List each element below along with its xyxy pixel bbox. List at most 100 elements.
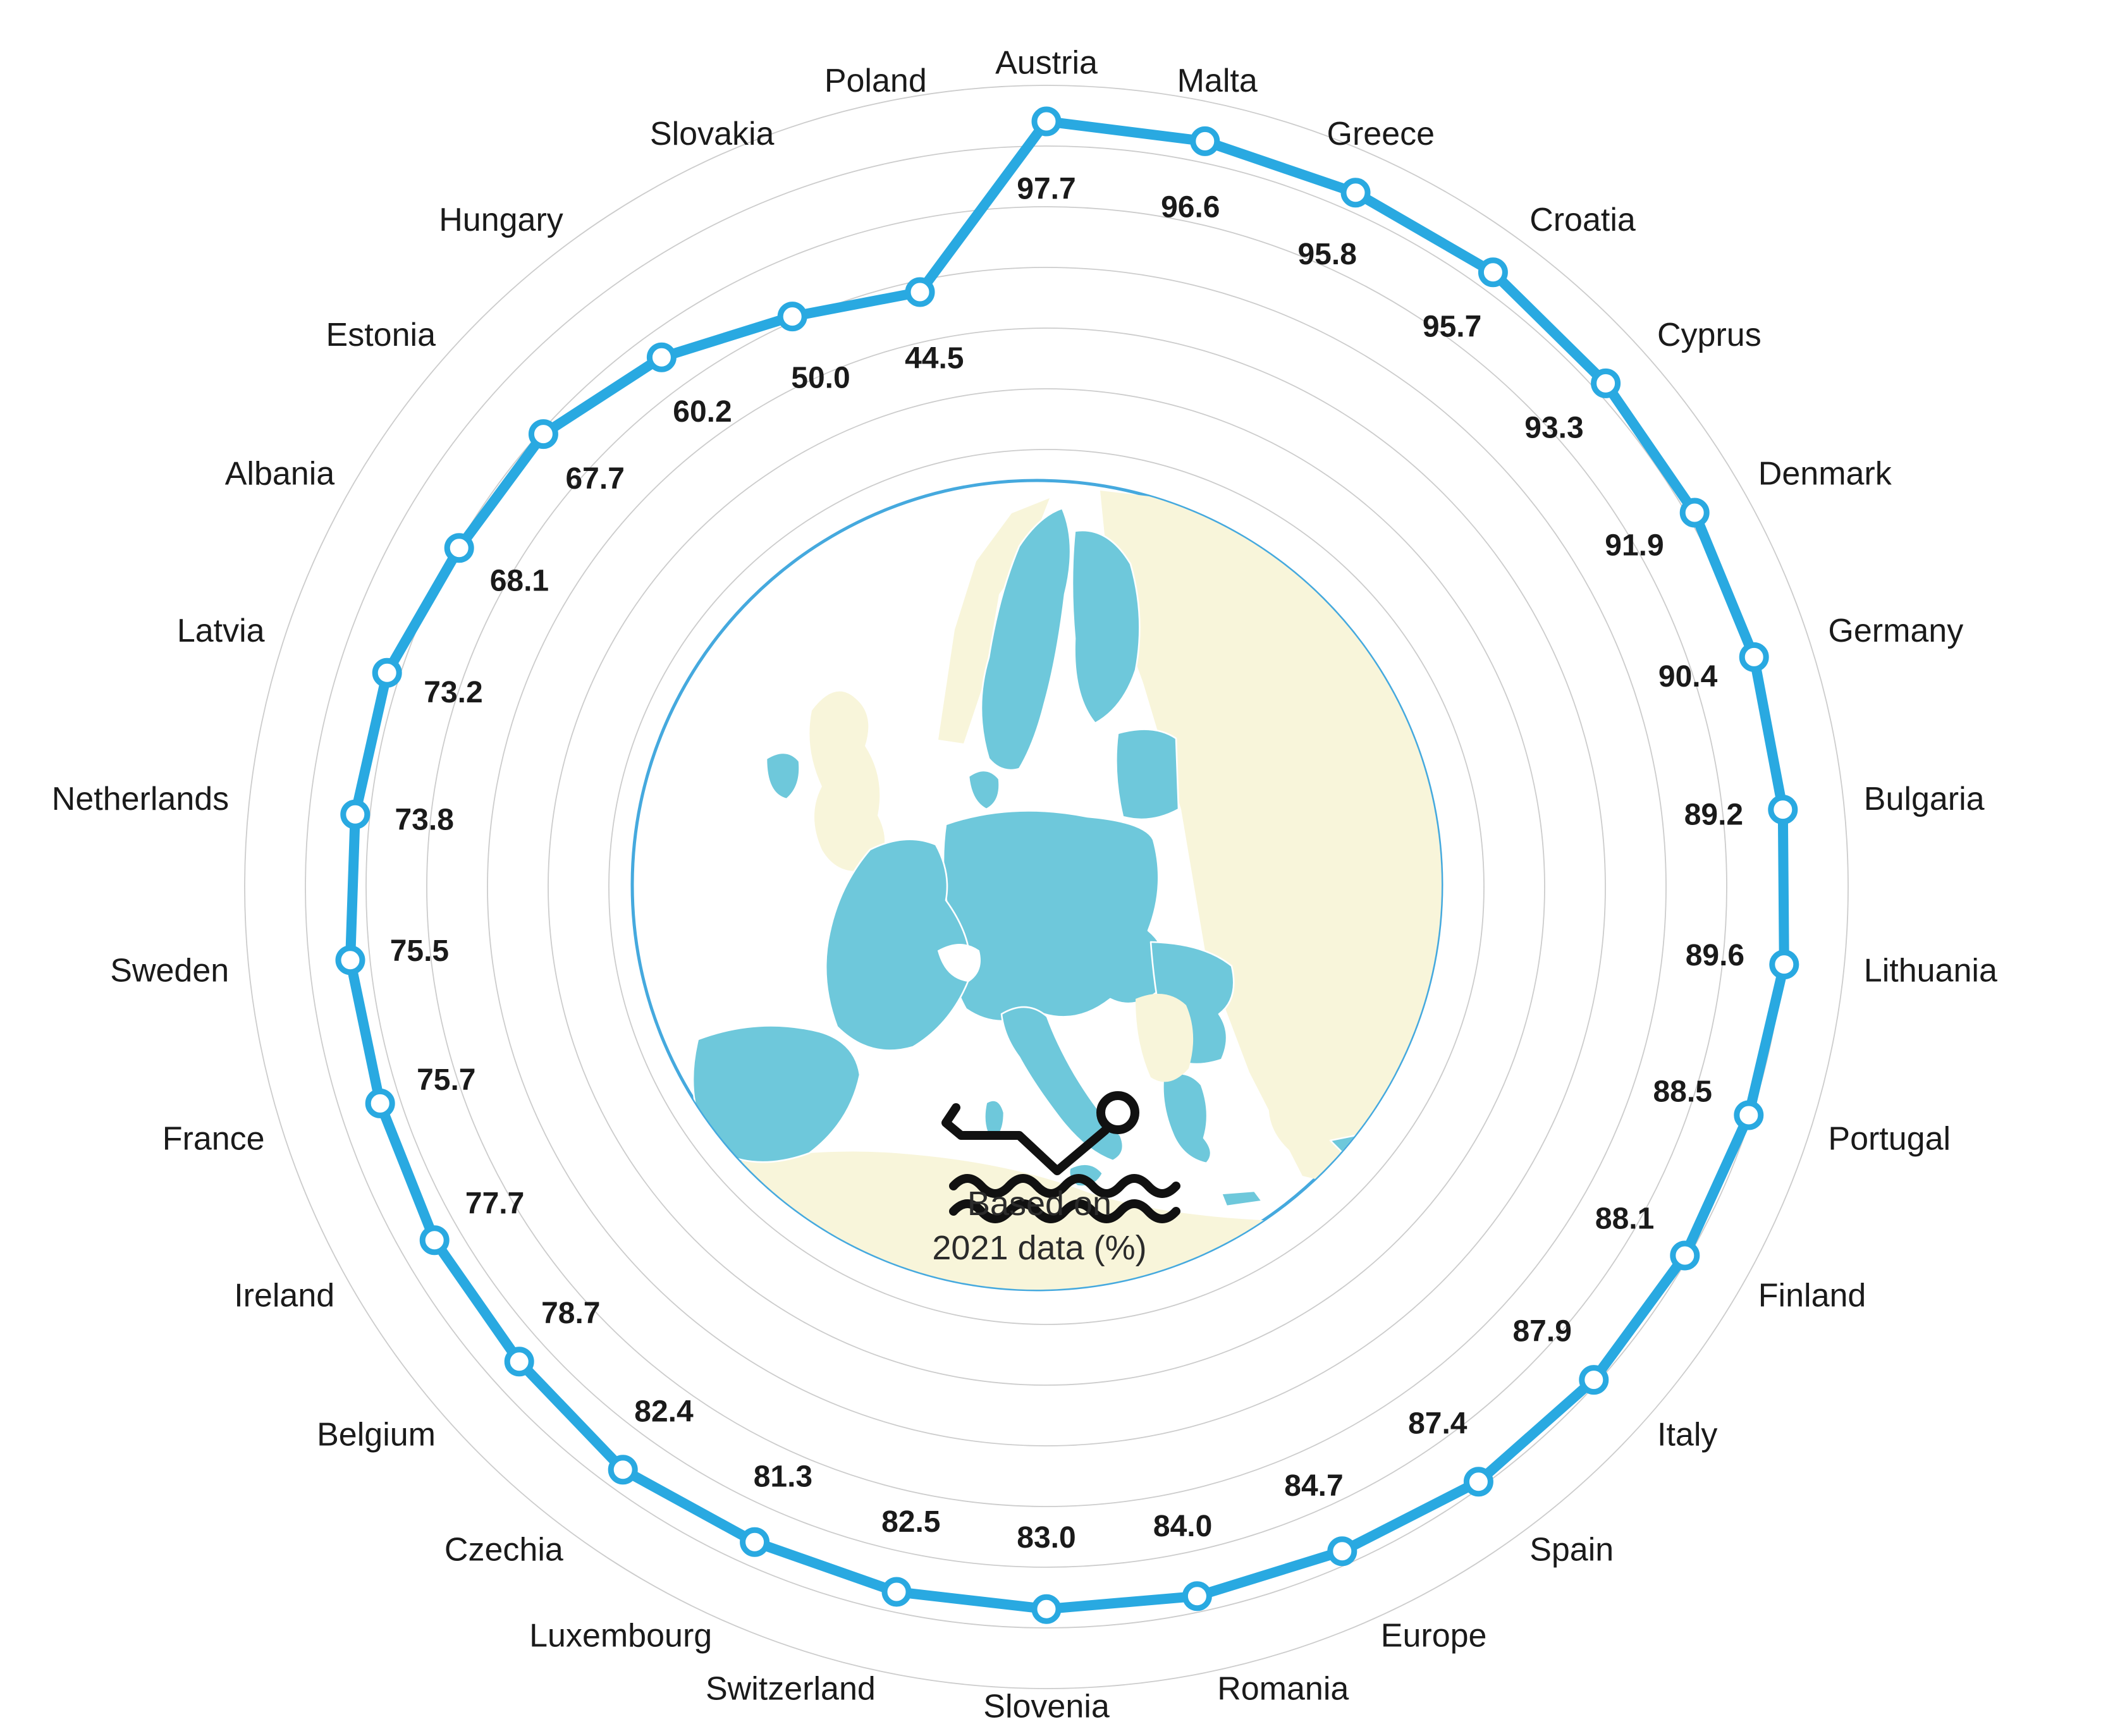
caption-line-1: Based on xyxy=(967,1185,1112,1223)
value-label: 87.9 xyxy=(1512,1315,1571,1348)
value-label: 78.7 xyxy=(541,1297,600,1330)
land-uk xyxy=(809,691,885,871)
country-label: Denmark xyxy=(1758,456,1892,492)
value-label: 44.5 xyxy=(905,341,964,375)
value-label: 67.7 xyxy=(565,462,624,496)
value-label: 88.1 xyxy=(1595,1202,1654,1236)
data-point-spain xyxy=(1463,1467,1493,1497)
value-label: 87.4 xyxy=(1408,1407,1468,1440)
chart-labels: 97.7 Austria 96.6 Malta 95.8 Greece 95.7 Croati… xyxy=(52,45,1997,1725)
island-crete xyxy=(1220,1190,1263,1207)
value-label: 73.2 xyxy=(424,676,482,709)
country-label: Greece xyxy=(1327,116,1435,152)
data-point-czechia xyxy=(608,1455,638,1485)
country-label: Portugal xyxy=(1828,1121,1951,1158)
country-label: Estonia xyxy=(326,317,436,353)
value-label: 77.7 xyxy=(465,1187,524,1220)
value-label: 82.5 xyxy=(881,1505,940,1539)
country-label: Poland xyxy=(824,63,927,99)
country-label: Lithuania xyxy=(1864,953,1997,989)
data-point-albania xyxy=(444,533,474,563)
data-point-netherlands xyxy=(340,799,371,829)
country-label: Bulgaria xyxy=(1864,781,1985,817)
country-ireland xyxy=(765,752,800,800)
swimmer-icon xyxy=(941,1091,1180,1223)
value-label: 95.8 xyxy=(1297,238,1356,271)
country-label: Italy xyxy=(1657,1417,1717,1453)
data-point-sweden xyxy=(335,945,365,975)
value-label: 93.3 xyxy=(1524,412,1583,445)
grid-ring xyxy=(548,388,1545,1386)
value-label: 50.0 xyxy=(791,362,850,395)
data-point-portugal xyxy=(1734,1100,1764,1130)
swimmer-body xyxy=(941,1103,1110,1175)
value-label: 97.7 xyxy=(1017,173,1075,206)
value-label: 91.9 xyxy=(1605,529,1664,563)
data-point-slovakia xyxy=(777,302,807,332)
data-point-finland xyxy=(1670,1240,1700,1271)
grid-ring xyxy=(244,85,1849,1689)
data-point-croatia xyxy=(1478,257,1508,288)
value-label: 89.2 xyxy=(1684,798,1743,832)
country-label: Malta xyxy=(1177,63,1258,99)
country-label: Latvia xyxy=(177,613,265,649)
data-point-france xyxy=(365,1088,395,1118)
data-point-ireland xyxy=(419,1225,450,1256)
data-series xyxy=(335,106,1799,1624)
data-point-poland xyxy=(905,277,935,307)
country-label: Austria xyxy=(995,45,1098,82)
country-label: Hungary xyxy=(439,202,563,238)
country-label: Czechia xyxy=(444,1532,563,1568)
country-label: Germany xyxy=(1828,613,1963,649)
country-label: Spain xyxy=(1529,1532,1614,1568)
country-italy xyxy=(1000,1006,1124,1162)
data-point-italy xyxy=(1579,1365,1609,1395)
data-point-austria xyxy=(1031,106,1062,137)
country-sweden xyxy=(980,507,1072,771)
data-point-greece xyxy=(1340,178,1371,208)
value-label: 75.7 xyxy=(417,1063,475,1097)
country-denmark xyxy=(967,769,1000,810)
country-label: Romania xyxy=(1217,1670,1349,1707)
data-point-bulgaria xyxy=(1768,795,1798,825)
country-france xyxy=(824,838,971,1051)
country-label: Slovenia xyxy=(983,1689,1110,1725)
value-label: 96.6 xyxy=(1161,191,1220,224)
value-label: 83.0 xyxy=(1017,1521,1075,1555)
country-label: Europe xyxy=(1381,1617,1487,1654)
land-eastern-europe xyxy=(1100,491,1442,1211)
land-western-balkans xyxy=(1136,994,1194,1082)
value-label: 68.1 xyxy=(490,564,549,597)
swimmer-head xyxy=(1096,1091,1139,1134)
land-switzerland xyxy=(937,944,981,982)
value-label: 95.7 xyxy=(1423,310,1481,343)
country-label: Sweden xyxy=(110,953,229,989)
country-label: Albania xyxy=(225,456,335,492)
countries-central-europe xyxy=(942,810,1166,1022)
grid-ring xyxy=(608,449,1485,1325)
value-label: 60.2 xyxy=(673,395,732,429)
europe-map-inset: Based on 2021 data (%) xyxy=(630,479,1443,1292)
data-point-estonia xyxy=(528,419,558,449)
country-label: Slovakia xyxy=(650,116,775,152)
grid-ring xyxy=(487,327,1606,1446)
data-point-slovenia xyxy=(1031,1594,1062,1624)
country-label: Belgium xyxy=(317,1417,436,1453)
country-label: Finland xyxy=(1758,1278,1866,1314)
data-point-belgium xyxy=(504,1347,534,1377)
value-label: 84.0 xyxy=(1153,1510,1212,1543)
value-label: 75.5 xyxy=(390,934,449,968)
data-point-switzerland xyxy=(881,1577,912,1607)
grid-ring xyxy=(426,267,1667,1507)
country-label: Ireland xyxy=(234,1278,334,1314)
countries-baltics xyxy=(1115,728,1180,821)
value-label: 89.6 xyxy=(1686,939,1744,972)
value-label: 88.5 xyxy=(1653,1075,1712,1109)
country-label: Netherlands xyxy=(52,781,229,817)
caption-line-2: 2021 data (%) xyxy=(932,1229,1146,1267)
country-finland xyxy=(1071,529,1141,724)
country-label: Switzerland xyxy=(706,1670,876,1707)
data-point-malta xyxy=(1190,126,1220,156)
value-label: 82.4 xyxy=(634,1395,694,1428)
